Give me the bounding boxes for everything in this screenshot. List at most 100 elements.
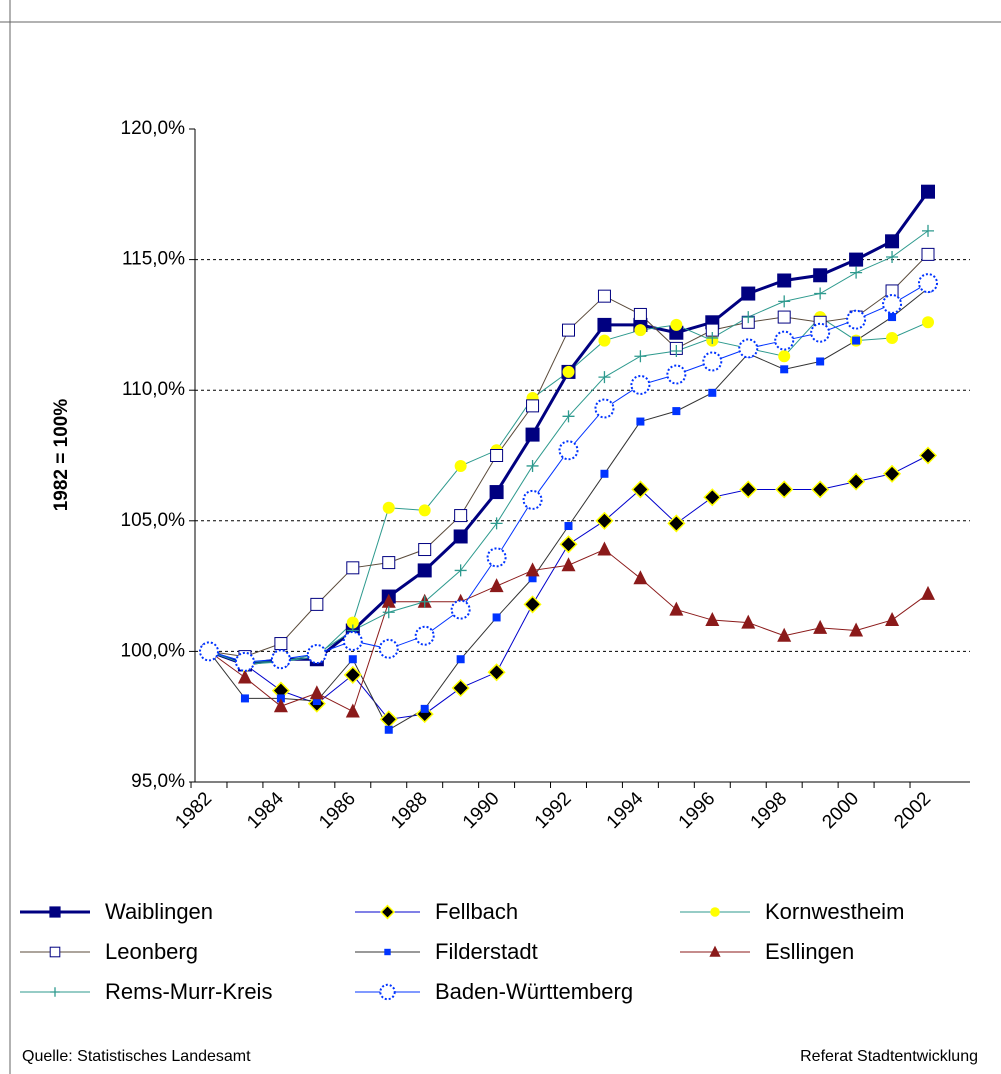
marker <box>882 294 903 315</box>
marker <box>342 630 363 651</box>
marker <box>598 334 611 347</box>
legend-label: Esllingen <box>765 939 854 964</box>
marker <box>237 669 252 684</box>
marker <box>382 606 395 619</box>
marker <box>885 234 900 249</box>
legend-item: Kornwestheim <box>680 899 904 924</box>
legend-item: Rems-Murr-Kreis <box>20 979 272 1004</box>
marker <box>414 625 435 646</box>
legend-marker <box>709 945 721 957</box>
marker <box>849 252 864 267</box>
marker <box>597 289 611 303</box>
marker <box>813 619 828 634</box>
y-axis-label: 1982 = 100% <box>51 399 72 512</box>
marker <box>885 612 900 627</box>
legend-marker <box>49 946 61 958</box>
marker <box>348 655 357 664</box>
marker <box>418 504 431 517</box>
marker <box>558 440 579 461</box>
marker <box>382 501 395 514</box>
marker <box>378 638 399 659</box>
legend-item: Waiblingen <box>20 899 213 924</box>
marker <box>882 464 902 483</box>
y-tick-label: 110,0% <box>122 379 185 400</box>
legend-item: Fellbach <box>355 899 518 924</box>
marker <box>633 570 648 585</box>
marker <box>312 697 321 706</box>
x-tick-label: 2002 <box>890 788 935 833</box>
marker <box>594 398 615 419</box>
marker <box>631 480 650 499</box>
marker <box>199 641 219 662</box>
marker <box>741 286 756 301</box>
marker <box>273 698 288 713</box>
x-tick-label: 1992 <box>531 788 576 833</box>
marker <box>847 472 866 491</box>
x-tick-label: 2000 <box>818 788 863 833</box>
marker <box>670 345 683 358</box>
marker <box>672 407 681 416</box>
marker <box>379 710 398 729</box>
legend-marker <box>380 904 395 920</box>
marker <box>738 338 759 359</box>
marker <box>417 563 432 578</box>
marker <box>490 449 504 462</box>
marker <box>489 578 504 593</box>
marker <box>384 725 393 734</box>
marker <box>487 663 506 682</box>
marker <box>450 599 471 620</box>
marker <box>888 313 897 322</box>
marker <box>454 564 467 577</box>
marker <box>525 562 540 577</box>
legend-label: Kornwestheim <box>765 899 904 924</box>
legend-marker <box>384 948 391 956</box>
marker <box>706 331 719 344</box>
marker <box>489 485 504 500</box>
marker <box>921 184 935 199</box>
marker <box>810 322 831 343</box>
marker <box>490 517 503 530</box>
x-tick-label: 1996 <box>675 788 720 833</box>
x-tick-label: 1984 <box>243 788 288 833</box>
marker <box>234 651 255 672</box>
series-line <box>208 190 930 666</box>
marker <box>922 224 934 237</box>
legend-label: Filderstadt <box>435 939 538 964</box>
marker <box>852 336 861 345</box>
marker <box>774 330 795 351</box>
marker <box>918 446 938 465</box>
marker <box>274 637 288 651</box>
marker <box>562 323 575 337</box>
marker <box>634 350 647 363</box>
marker <box>777 273 792 288</box>
marker <box>811 480 830 499</box>
marker <box>634 324 647 337</box>
marker <box>456 655 465 664</box>
marker <box>240 694 249 703</box>
marker <box>343 665 362 684</box>
marker <box>525 427 540 442</box>
y-tick-label: 95,0% <box>131 771 185 792</box>
x-tick-label: 1998 <box>747 788 792 833</box>
marker <box>420 704 429 713</box>
marker <box>526 399 540 413</box>
marker <box>561 557 576 572</box>
legend-marker <box>710 907 720 917</box>
marker <box>526 459 539 472</box>
marker <box>522 489 543 510</box>
legend-label: Leonberg <box>105 939 198 964</box>
legend-marker <box>49 906 61 918</box>
marker <box>846 309 867 330</box>
legend-label: Baden-Württemberg <box>435 979 633 1004</box>
marker <box>523 595 542 614</box>
marker <box>528 574 537 583</box>
marker <box>702 351 723 372</box>
marker <box>562 410 575 423</box>
marker <box>600 469 609 478</box>
marker <box>816 357 825 366</box>
marker <box>562 365 575 378</box>
y-tick-label: 105,0% <box>121 510 186 531</box>
y-tick-label: 100,0% <box>121 640 186 661</box>
marker <box>777 627 792 642</box>
